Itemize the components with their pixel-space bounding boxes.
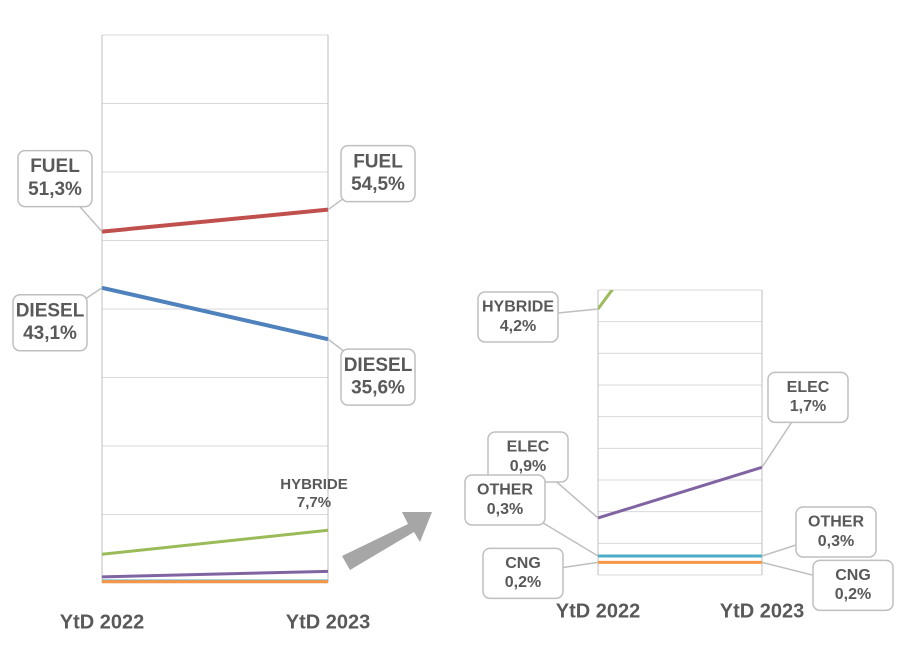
callout-value: 43,1% bbox=[23, 323, 77, 344]
callout-name: ELEC bbox=[507, 439, 550, 456]
x-tick-label: YtD 2023 bbox=[286, 611, 371, 633]
series-line bbox=[101, 207, 329, 234]
callout-value: 4,2% bbox=[500, 318, 536, 335]
x-tick-label: YtD 2023 bbox=[720, 600, 805, 622]
x-tick-label: YtD 2022 bbox=[556, 600, 641, 622]
callout-name: HYBRIDE bbox=[280, 476, 348, 493]
series-line bbox=[598, 465, 762, 520]
callout-box bbox=[795, 506, 877, 558]
callout-name: DIESEL bbox=[16, 300, 85, 321]
callout-value: 7,7% bbox=[297, 494, 331, 511]
callout-name: ELEC bbox=[787, 379, 830, 396]
callout-name: CNG bbox=[505, 555, 541, 572]
callout-box bbox=[477, 291, 559, 343]
callout-value: 0,2% bbox=[835, 586, 871, 603]
callout-name: OTHER bbox=[808, 514, 864, 531]
callout-name: HYBRIDE bbox=[482, 299, 554, 316]
callout-value: 1,7% bbox=[790, 398, 826, 415]
series-line bbox=[101, 285, 329, 342]
callout-value: 35,6% bbox=[351, 378, 405, 399]
plot bbox=[598, 290, 762, 564]
x-tick-label: YtD 2022 bbox=[60, 611, 145, 633]
callout-value: 0,3% bbox=[818, 533, 854, 550]
callout-box bbox=[12, 294, 88, 352]
callout-box bbox=[340, 144, 416, 203]
callout-box bbox=[767, 371, 849, 424]
callout-name: DIESEL bbox=[344, 355, 413, 376]
callout-box bbox=[482, 547, 564, 600]
series-line bbox=[101, 569, 329, 579]
series-line bbox=[101, 528, 329, 556]
plot bbox=[101, 207, 329, 584]
callout-box bbox=[340, 348, 416, 406]
callout-name: FUEL bbox=[30, 156, 80, 177]
series-line bbox=[598, 290, 614, 310]
callout-box bbox=[17, 149, 93, 208]
callout-box bbox=[812, 559, 894, 612]
arrow bbox=[342, 512, 432, 570]
callout-value: 0,2% bbox=[505, 574, 541, 591]
callout-name: OTHER bbox=[477, 482, 533, 499]
callout-name: CNG bbox=[835, 567, 871, 584]
callout-value: 51,3% bbox=[28, 179, 82, 200]
callout-name: FUEL bbox=[353, 151, 403, 172]
callout-value: 0,9% bbox=[510, 458, 546, 475]
callout-value: 0,3% bbox=[487, 501, 523, 518]
callout-value: 54,5% bbox=[351, 174, 405, 195]
callout-box bbox=[464, 474, 546, 526]
